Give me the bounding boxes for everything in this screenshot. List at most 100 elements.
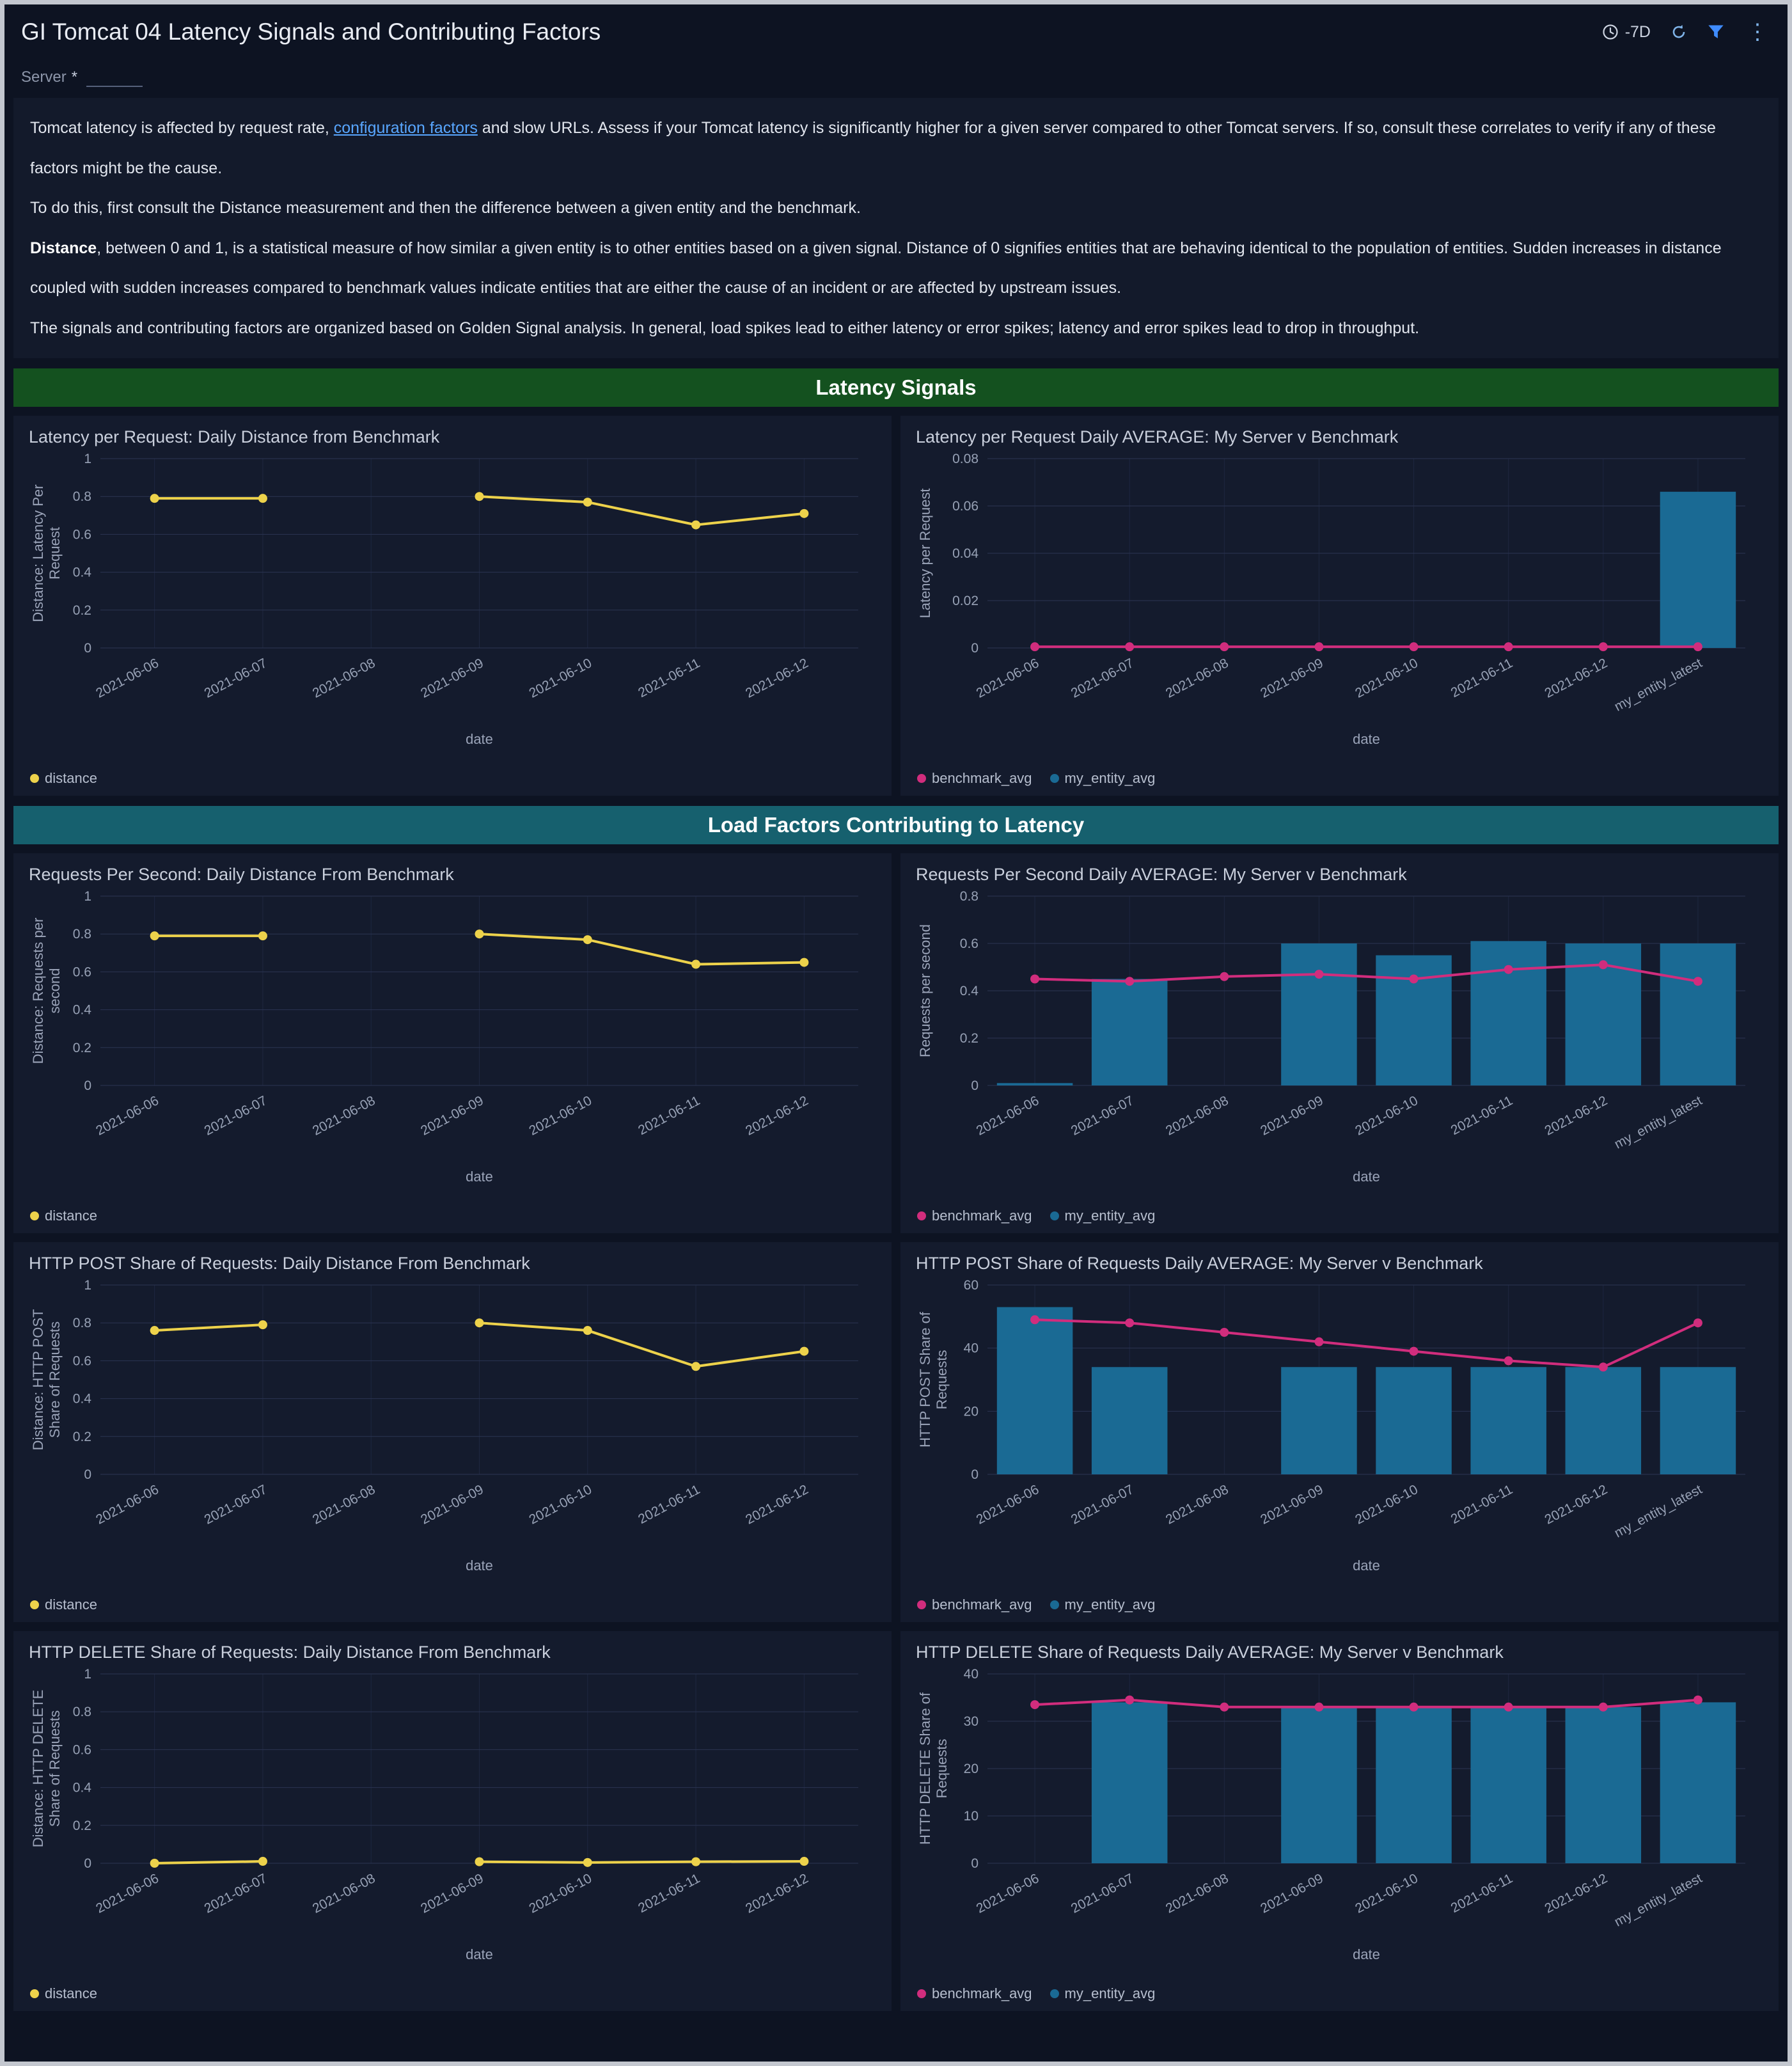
- svg-text:1: 1: [84, 889, 91, 904]
- svg-text:2021-06-07: 2021-06-07: [202, 1093, 270, 1139]
- legend-item-my_entity_avg[interactable]: my_entity_avg: [1049, 1985, 1155, 2002]
- svg-text:1: 1: [84, 452, 91, 466]
- svg-text:Share of Requests: Share of Requests: [47, 1710, 63, 1827]
- svg-text:20: 20: [964, 1762, 979, 1776]
- svg-text:my_entity_latest: my_entity_latest: [1612, 656, 1704, 714]
- chart-canvas[interactable]: 0 20 40 60 2021-06-06 2021-06-07 2021-06-08 202…: [912, 1276, 1767, 1578]
- time-range-control[interactable]: -7D: [1602, 23, 1651, 42]
- legend-item-distance[interactable]: distance: [30, 1597, 97, 1613]
- svg-text:2021-06-07: 2021-06-07: [1069, 1093, 1136, 1139]
- svg-text:2021-06-11: 2021-06-11: [636, 1093, 702, 1138]
- svg-text:0.4: 0.4: [960, 984, 979, 998]
- chart-canvas[interactable]: 0 0.2 0.4 0.6 0.8 2021-06-06 2021-06-07 2021-06…: [912, 887, 1767, 1189]
- svg-text:0.8: 0.8: [73, 1705, 91, 1719]
- svg-text:2021-06-09: 2021-06-09: [418, 1871, 486, 1916]
- chart-panel: HTTP DELETE Share of Requests Daily AVER…: [900, 1631, 1779, 2011]
- svg-text:0.02: 0.02: [952, 594, 979, 608]
- chart-canvas[interactable]: 0 0.2 0.4 0.6 0.8 1 2021-06-06 2021-06-07 2021-0…: [25, 450, 880, 752]
- svg-text:0: 0: [971, 641, 979, 656]
- svg-text:2021-06-09: 2021-06-09: [1258, 1482, 1326, 1527]
- chart-canvas[interactable]: 0 10 20 30 40 2021-06-06 2021-06-07 2021-06-08 2…: [912, 1665, 1767, 1967]
- legend-dot: [917, 1211, 926, 1220]
- svg-text:0: 0: [84, 1078, 91, 1093]
- description-text: and slow URLs. Assess if your Tomcat lat…: [30, 119, 1716, 177]
- svg-text:1: 1: [84, 1667, 91, 1682]
- chart-canvas[interactable]: 0 0.2 0.4 0.6 0.8 1 2021-06-06 2021-06-07 2021-0…: [25, 1276, 880, 1578]
- legend-item-benchmark_avg[interactable]: benchmark_avg: [917, 1985, 1032, 2002]
- svg-text:2021-06-09: 2021-06-09: [1258, 656, 1326, 701]
- filter-row: Server *: [4, 59, 1788, 95]
- svg-text:Share of Requests: Share of Requests: [47, 1321, 63, 1438]
- server-filter-label: Server: [21, 68, 67, 86]
- svg-text:2021-06-10: 2021-06-10: [1353, 1093, 1420, 1139]
- svg-text:2021-06-12: 2021-06-12: [743, 1482, 811, 1527]
- description-paragraph: To do this, first consult the Distance m…: [30, 199, 861, 217]
- server-filter-input[interactable]: [86, 68, 143, 87]
- filter-button[interactable]: [1707, 23, 1725, 41]
- legend-dot: [917, 1989, 926, 1998]
- svg-text:0.6: 0.6: [960, 936, 979, 951]
- configuration-factors-link[interactable]: configuration factors: [333, 119, 478, 137]
- legend-item-distance[interactable]: distance: [30, 770, 97, 787]
- svg-text:date: date: [1353, 731, 1380, 747]
- legend-item-distance[interactable]: distance: [30, 1208, 97, 1224]
- legend-dot: [917, 1600, 926, 1609]
- svg-text:Requests: Requests: [934, 1739, 950, 1799]
- legend-item-benchmark_avg[interactable]: benchmark_avg: [917, 1597, 1032, 1613]
- chart-canvas[interactable]: 0 0.02 0.04 0.06 0.08 2021-06-06 2021-06-07 202…: [912, 450, 1767, 752]
- legend-item-distance[interactable]: distance: [30, 1985, 97, 2002]
- legend-label: my_entity_avg: [1064, 1208, 1156, 1224]
- dashboard-title: GI Tomcat 04 Latency Signals and Contrib…: [21, 19, 601, 45]
- kebab-menu-button[interactable]: ⋮: [1747, 20, 1768, 44]
- svg-text:0.2: 0.2: [73, 1818, 91, 1833]
- panel-title: Latency per Request Daily AVERAGE: My Se…: [916, 427, 1399, 446]
- svg-text:2021-06-10: 2021-06-10: [526, 1093, 594, 1139]
- svg-text:2021-06-11: 2021-06-11: [1449, 1871, 1515, 1916]
- svg-text:0.4: 0.4: [73, 1781, 92, 1795]
- svg-text:0.2: 0.2: [73, 603, 91, 618]
- svg-text:second: second: [47, 968, 63, 1014]
- description-paragraph: The signals and contributing factors are…: [30, 319, 1420, 337]
- svg-text:Distance: Latency Per: Distance: Latency Per: [30, 484, 46, 622]
- legend-item-benchmark_avg[interactable]: benchmark_avg: [917, 770, 1032, 787]
- svg-text:my_entity_latest: my_entity_latest: [1612, 1093, 1704, 1152]
- svg-text:2021-06-06: 2021-06-06: [93, 656, 161, 701]
- svg-text:2021-06-11: 2021-06-11: [1449, 1482, 1515, 1527]
- svg-text:Distance: Requests per: Distance: Requests per: [30, 918, 46, 1064]
- refresh-button[interactable]: [1670, 23, 1688, 41]
- panel-title: HTTP DELETE Share of Requests Daily AVER…: [916, 1643, 1504, 1662]
- chart-canvas[interactable]: 0 0.2 0.4 0.6 0.8 1 2021-06-06 2021-06-07 2021-0…: [25, 1665, 880, 1967]
- svg-text:2021-06-08: 2021-06-08: [1163, 1093, 1231, 1139]
- svg-text:30: 30: [964, 1714, 979, 1729]
- svg-text:date: date: [466, 1557, 493, 1573]
- chart-panel: Latency per Request Daily AVERAGE: My Se…: [900, 416, 1779, 796]
- svg-text:0: 0: [84, 1467, 91, 1482]
- panel-title: HTTP POST Share of Requests: Daily Dista…: [29, 1254, 530, 1273]
- svg-text:0.2: 0.2: [73, 1430, 91, 1444]
- refresh-icon: [1672, 25, 1685, 38]
- latency-signals-grid: Latency per Request: Daily Distance from…: [13, 416, 1779, 796]
- svg-text:2021-06-08: 2021-06-08: [310, 656, 378, 701]
- svg-text:60: 60: [964, 1278, 979, 1293]
- legend-label: distance: [45, 1208, 97, 1224]
- legend-item-benchmark_avg[interactable]: benchmark_avg: [917, 1208, 1032, 1224]
- section-header-load-factors: Load Factors Contributing to Latency: [13, 806, 1779, 844]
- legend-item-my_entity_avg[interactable]: my_entity_avg: [1049, 1597, 1155, 1613]
- svg-text:2021-06-09: 2021-06-09: [418, 656, 486, 701]
- legend-dot: [30, 774, 39, 783]
- svg-text:0: 0: [84, 1856, 91, 1871]
- svg-text:2021-06-10: 2021-06-10: [1353, 1482, 1420, 1527]
- legend-label: benchmark_avg: [932, 1597, 1032, 1613]
- legend-item-my_entity_avg[interactable]: my_entity_avg: [1049, 770, 1156, 787]
- svg-text:2021-06-12: 2021-06-12: [743, 1871, 811, 1916]
- svg-text:0.8: 0.8: [73, 489, 91, 504]
- svg-text:date: date: [466, 1169, 493, 1185]
- svg-text:2021-06-07: 2021-06-07: [202, 1482, 270, 1527]
- svg-text:0: 0: [971, 1856, 979, 1871]
- chart-legend: distance: [30, 1597, 880, 1613]
- svg-text:40: 40: [964, 1667, 979, 1682]
- legend-item-my_entity_avg[interactable]: my_entity_avg: [1049, 1208, 1156, 1224]
- svg-text:0: 0: [971, 1467, 979, 1482]
- chart-canvas[interactable]: 0 0.2 0.4 0.6 0.8 1 2021-06-06 2021-06-07 2021-0…: [25, 887, 880, 1189]
- legend-label: my_entity_avg: [1064, 770, 1156, 786]
